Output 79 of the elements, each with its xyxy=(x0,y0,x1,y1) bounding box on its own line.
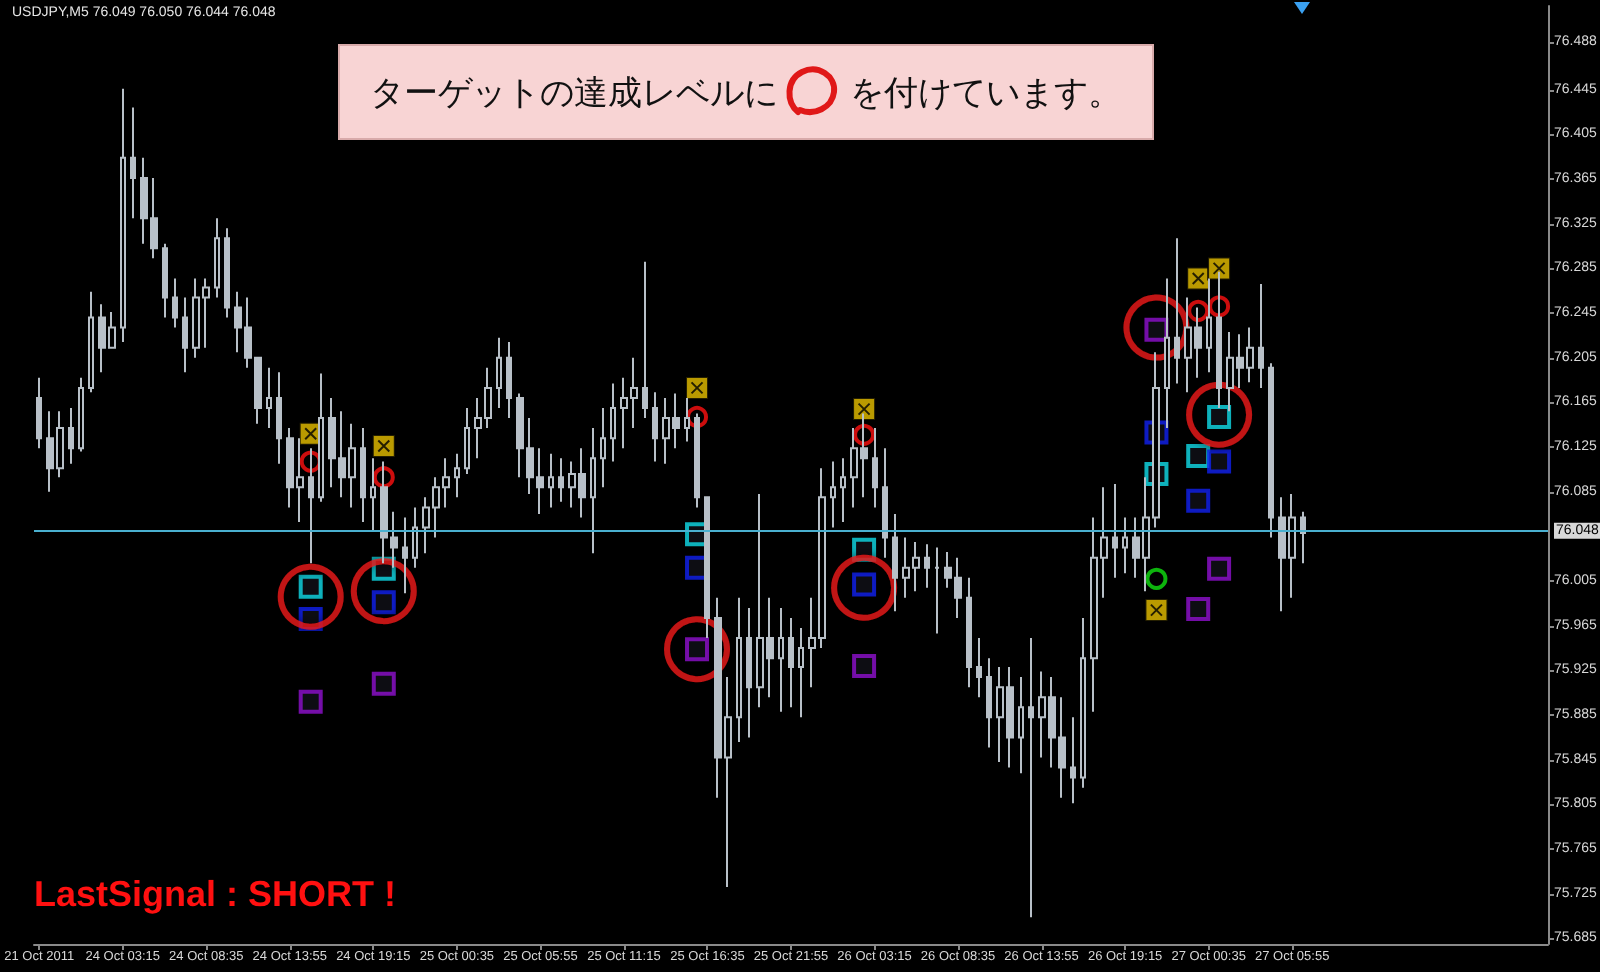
annotation: ターゲットの達成レベルに xyxy=(370,71,778,115)
candlestick xyxy=(590,427,596,555)
candlestick xyxy=(464,407,470,475)
candlestick xyxy=(694,412,700,509)
candlestick xyxy=(652,391,658,463)
candlestick xyxy=(924,543,930,589)
candlestick xyxy=(360,427,366,523)
candlestick xyxy=(892,513,898,613)
point xyxy=(1207,449,1232,474)
annotation: を付けています。 xyxy=(850,71,1122,115)
candlestick xyxy=(172,277,178,329)
candlestick xyxy=(558,457,564,503)
candlestick xyxy=(1164,277,1170,430)
candlestick xyxy=(506,341,512,420)
candlestick xyxy=(402,516,408,595)
candlestick xyxy=(276,371,282,465)
candlestick xyxy=(224,227,230,319)
candlestick xyxy=(162,242,168,319)
candlestick xyxy=(1258,283,1264,389)
candlestick xyxy=(798,626,804,719)
candlestick xyxy=(214,217,220,299)
candlestick xyxy=(736,596,742,743)
candlestick xyxy=(88,290,94,394)
candlestick xyxy=(610,382,616,463)
point xyxy=(685,375,710,400)
candlestick xyxy=(1070,716,1076,805)
candlestick xyxy=(830,460,836,529)
point xyxy=(1207,256,1232,281)
candlestick xyxy=(746,606,752,739)
candlestick xyxy=(882,447,888,559)
candlestick xyxy=(266,366,272,430)
candlestick xyxy=(412,506,418,569)
point xyxy=(853,423,876,446)
point xyxy=(1186,488,1211,513)
point xyxy=(1207,556,1232,581)
point xyxy=(852,653,877,678)
candlestick xyxy=(1028,637,1034,919)
point xyxy=(371,433,396,458)
candlestick xyxy=(78,376,84,453)
candlestick xyxy=(1216,270,1222,409)
point xyxy=(1145,567,1168,590)
candlestick xyxy=(36,376,42,450)
candlestick xyxy=(600,407,606,489)
point xyxy=(852,397,877,422)
point xyxy=(1208,295,1231,318)
point xyxy=(1186,597,1211,621)
candlestick xyxy=(704,496,710,640)
candlestick xyxy=(120,87,126,344)
point xyxy=(1187,299,1210,322)
candlestick xyxy=(454,452,460,499)
candlestick xyxy=(642,260,648,420)
point xyxy=(686,405,709,428)
point xyxy=(1144,598,1169,623)
candlestick xyxy=(1122,516,1128,575)
candlestick xyxy=(966,576,972,689)
candlestick xyxy=(1018,676,1024,775)
candlestick xyxy=(308,447,314,565)
candlestick xyxy=(496,336,502,409)
candlestick xyxy=(840,457,846,523)
point xyxy=(298,689,323,714)
candlestick xyxy=(986,657,992,749)
point xyxy=(1186,444,1211,469)
candlestick xyxy=(1080,616,1086,789)
point xyxy=(372,466,395,489)
candlestick xyxy=(778,606,784,713)
candlestick xyxy=(130,106,136,220)
candlestick xyxy=(68,407,74,465)
candlestick xyxy=(788,616,794,709)
candlestick xyxy=(1268,362,1274,539)
candlestick xyxy=(182,296,188,374)
point xyxy=(371,671,396,696)
candlestick xyxy=(1300,510,1306,565)
annotation: LastSignal : SHORT ! xyxy=(34,874,397,914)
candlestick xyxy=(1174,237,1180,385)
candlestick xyxy=(548,452,554,509)
candlestick xyxy=(976,637,982,699)
candlestick xyxy=(872,427,878,509)
candlestick xyxy=(1112,482,1118,579)
candlestick xyxy=(934,546,940,635)
